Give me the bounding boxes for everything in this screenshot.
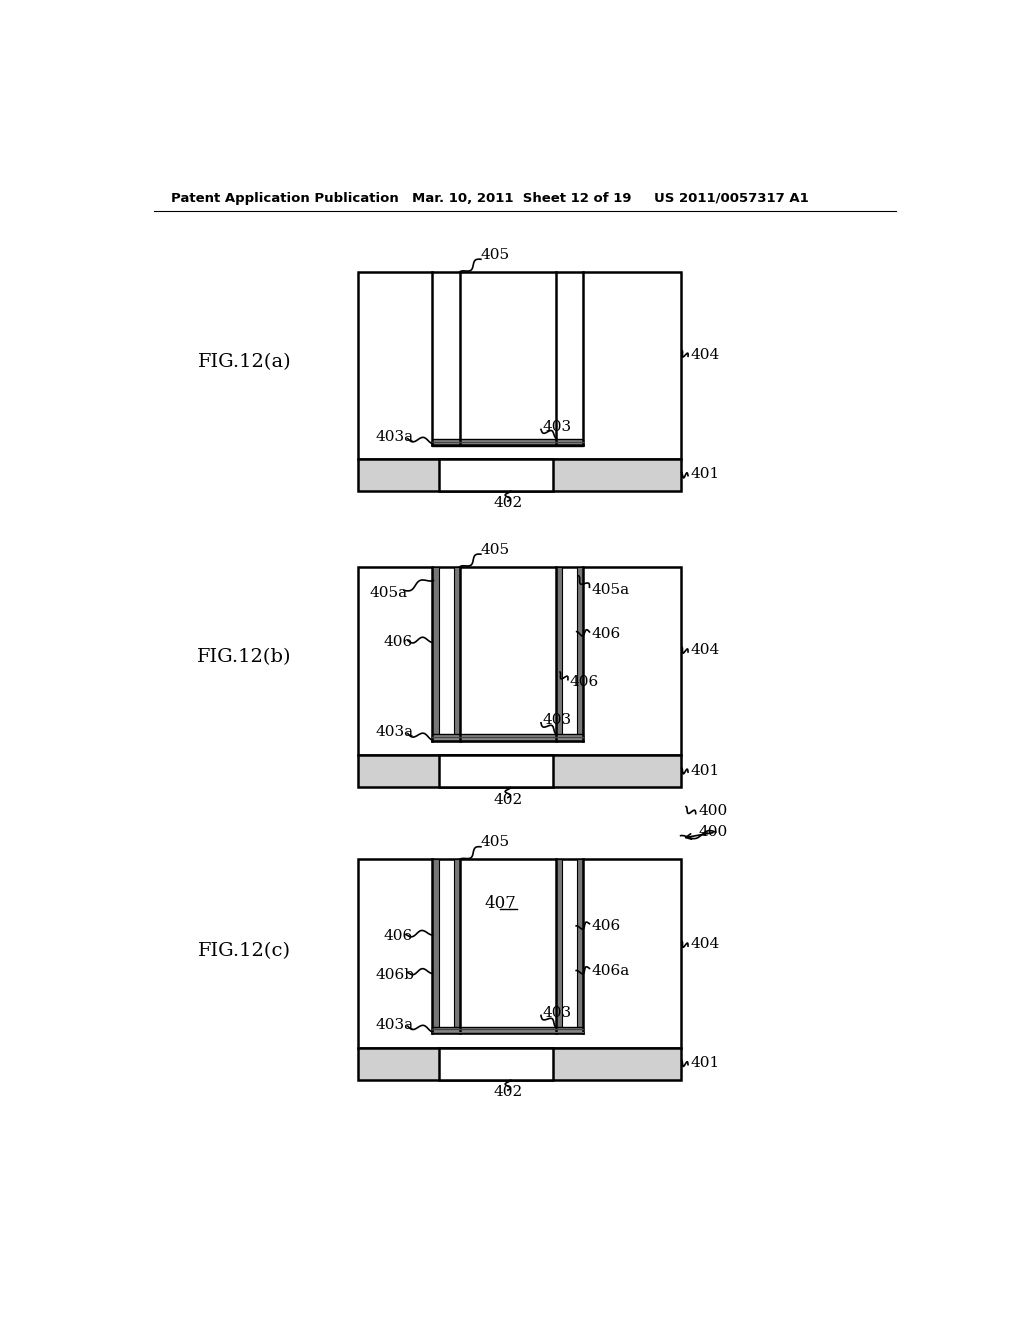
Bar: [454, 566, 460, 741]
Bar: [578, 859, 584, 1034]
Bar: [357, 1048, 681, 1080]
Text: 405a: 405a: [591, 582, 629, 597]
Text: 404: 404: [690, 643, 720, 656]
Bar: [432, 440, 584, 446]
Bar: [357, 566, 681, 755]
Text: 406: 406: [591, 919, 621, 933]
Text: 401: 401: [690, 763, 720, 777]
Bar: [432, 734, 584, 741]
Bar: [438, 1048, 553, 1080]
Text: 400: 400: [698, 804, 727, 818]
Bar: [556, 566, 562, 741]
Bar: [357, 755, 681, 788]
Text: 402: 402: [494, 1085, 522, 1100]
Text: 403: 403: [543, 420, 571, 434]
Text: 401: 401: [690, 1056, 720, 1071]
Text: 403a: 403a: [376, 430, 414, 444]
Bar: [432, 1027, 584, 1034]
Text: 402: 402: [494, 496, 522, 511]
Text: 404: 404: [690, 347, 720, 362]
Text: 403a: 403a: [376, 1018, 414, 1032]
Text: 406: 406: [591, 627, 621, 642]
Text: 403: 403: [543, 714, 571, 727]
Text: FIG.12(b): FIG.12(b): [198, 648, 292, 667]
Text: 405a: 405a: [370, 586, 408, 601]
Text: 404: 404: [690, 937, 720, 950]
Bar: [438, 459, 553, 491]
Text: US 2011/0057317 A1: US 2011/0057317 A1: [654, 191, 809, 205]
Bar: [432, 859, 438, 1034]
Text: 406: 406: [383, 929, 413, 942]
Bar: [460, 859, 556, 1034]
Bar: [357, 459, 681, 491]
Text: 400: 400: [698, 825, 727, 840]
Bar: [438, 755, 553, 788]
Text: 405: 405: [481, 248, 510, 261]
Text: 407: 407: [484, 895, 516, 912]
Text: 401: 401: [690, 467, 720, 480]
Text: 403a: 403a: [376, 725, 414, 739]
Bar: [454, 859, 460, 1034]
Text: 406: 406: [569, 675, 599, 689]
Text: 402: 402: [494, 793, 522, 807]
Text: Mar. 10, 2011  Sheet 12 of 19: Mar. 10, 2011 Sheet 12 of 19: [412, 191, 631, 205]
Text: 403: 403: [543, 1006, 571, 1020]
Bar: [357, 272, 681, 459]
Text: 405: 405: [481, 836, 510, 849]
Text: 406: 406: [383, 635, 413, 649]
Bar: [432, 566, 438, 741]
Text: 406a: 406a: [591, 964, 630, 978]
Text: 405: 405: [481, 543, 510, 557]
Text: FIG.12(a): FIG.12(a): [198, 354, 292, 371]
Bar: [357, 859, 681, 1048]
Bar: [578, 566, 584, 741]
Text: Patent Application Publication: Patent Application Publication: [171, 191, 398, 205]
Text: FIG.12(c): FIG.12(c): [198, 942, 291, 961]
Bar: [556, 859, 562, 1034]
Text: 406b: 406b: [376, 968, 415, 982]
